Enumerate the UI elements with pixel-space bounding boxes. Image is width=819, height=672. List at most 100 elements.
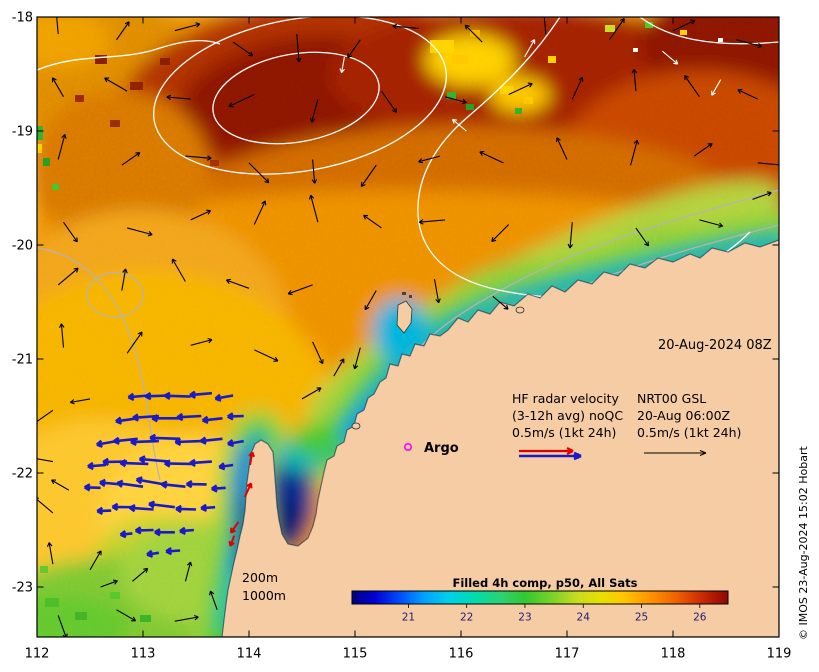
y-tick-label: -18 [12, 11, 33, 26]
argo-label: Argo [424, 441, 459, 456]
black-velocity-arrow [418, 219, 446, 225]
blue-velocity-arrow [138, 455, 170, 464]
black-velocity-arrow [121, 268, 128, 291]
black-velocity-arrow [184, 561, 193, 582]
black-velocity-arrow [631, 68, 638, 92]
black-velocity-arrow [757, 162, 779, 166]
black-velocity-arrow [464, 24, 483, 43]
black-velocity-arrow [352, 347, 361, 370]
blue-velocity-arrow [165, 547, 181, 556]
blue-velocity-arrow [189, 458, 212, 467]
y-axis: -18 -19 -20 -21 -22 -23 [12, 11, 779, 596]
white-velocity-arrow [662, 50, 679, 65]
blue-velocity-arrow [199, 436, 223, 445]
blue-velocity-arrow [119, 530, 133, 539]
black-velocity-arrow [364, 290, 377, 311]
black-velocity-arrow [752, 191, 772, 200]
black-velocity-arrow [312, 341, 324, 365]
black-velocity-arrow [46, 542, 54, 565]
colorbar-tick-label: 24 [577, 612, 591, 624]
islet [515, 306, 525, 314]
white-velocity-arrow [451, 118, 467, 132]
black-velocity-arrow [174, 22, 201, 32]
black-velocity-arrow [311, 159, 318, 184]
blue-velocity-arrow [164, 391, 191, 401]
blue-velocity-arrow [164, 459, 191, 468]
black-velocity-arrow [635, 227, 650, 247]
islet [409, 295, 412, 298]
black-velocity-arrow [100, 579, 118, 588]
red-velocity-arrow [228, 535, 236, 547]
black-velocity-arrow [418, 155, 440, 164]
blue-velocity-arrow [151, 414, 181, 423]
depth-label-1000m: 1000m [242, 588, 286, 603]
black-velocity-arrow [736, 39, 763, 49]
black-velocity-arrow [174, 614, 199, 622]
blue-velocity-arrow [200, 503, 216, 512]
blue-velocity-arrow [134, 526, 154, 535]
black-velocity-arrow [56, 17, 59, 35]
black-velocity-arrow [37, 458, 53, 463]
black-velocity-arrow [104, 77, 128, 92]
blue-velocity-arrow [146, 549, 160, 558]
map-annotations: 20-Aug-2024 08Z HF radar velocity NRT00 … [242, 338, 772, 603]
blue-velocity-arrow [160, 480, 186, 489]
blue-velocity-arrow [185, 479, 207, 489]
blue-velocity-arrow [127, 392, 149, 401]
black-velocity-arrow [126, 331, 143, 354]
hf-legend-line3-left: 0.5m/s (1kt 24h) [512, 425, 616, 440]
date-label: 20-Aug-2024 08Z [658, 338, 772, 353]
black-velocity-arrow [491, 224, 510, 243]
black-velocity-arrow [363, 214, 382, 229]
x-tick-label: 112 [25, 647, 50, 662]
black-velocity-arrow [59, 323, 65, 348]
colorbar: Filled 4h comp, p50, All Sats 21 22 23 24 25… [351, 576, 729, 624]
blue-velocity-arrow [119, 458, 149, 468]
blue-velocity-arrow [210, 484, 226, 493]
white-velocity-arrow [711, 79, 722, 96]
x-tick-label: 113 [131, 647, 156, 662]
contour-loop [86, 272, 144, 318]
black-velocity-arrow [225, 278, 250, 289]
blue-velocity-arrow [175, 504, 197, 514]
y-tick-label: -20 [12, 239, 33, 254]
black-velocity-arrow [248, 162, 270, 184]
black-velocity-arrow [232, 41, 254, 57]
black-velocity-arrow [543, 17, 547, 35]
black-velocity-arrow [360, 164, 377, 187]
black-velocity-arrow [672, 19, 696, 32]
black-velocity-arrow [608, 18, 625, 41]
colorbar-ticks: 21 22 23 24 25 26 [402, 604, 707, 624]
hf-legend-line2-right: 20-Aug 06:00Z [637, 408, 730, 423]
blue-velocity-arrow [179, 526, 195, 535]
blue-velocity-arrow [214, 393, 234, 402]
black-velocity-arrow [185, 155, 212, 161]
x-axis: 112 113 114 115 116 117 118 119 [25, 17, 791, 662]
black-velocity-arrow [287, 284, 313, 296]
white-velocity-arrow [339, 56, 345, 74]
blue-velocity-arrow [189, 390, 213, 399]
black-velocity-arrow [166, 94, 191, 101]
black-velocity-arrow [51, 77, 64, 98]
blue-velocity-arrow [95, 439, 117, 448]
colorbar-tick-label: 25 [635, 612, 648, 624]
y-tick-label: -22 [12, 467, 33, 482]
colorbar-gradient [351, 590, 729, 605]
black-velocity-arrow [444, 96, 467, 105]
blue-velocity-arrow [201, 415, 223, 424]
black-velocity-arrow [479, 150, 504, 164]
depth-label-200m: 200m [242, 570, 278, 585]
blue-velocity-arrow [227, 412, 244, 421]
blue-velocity-arrow [218, 462, 234, 471]
black-velocity-arrow [492, 295, 509, 310]
blue-velocity-arrow [135, 476, 165, 486]
y-tick-label: -21 [12, 353, 33, 368]
black-velocity-arrow [121, 152, 141, 166]
black-velocity-arrow [69, 398, 91, 405]
black-velocity-arrow [333, 358, 345, 377]
hf-legend-line3-right: 0.5m/s (1kt 24h) [637, 425, 741, 440]
gsl-scale-arrow-black [644, 449, 707, 457]
colorbar-tick-label: 26 [693, 612, 707, 624]
